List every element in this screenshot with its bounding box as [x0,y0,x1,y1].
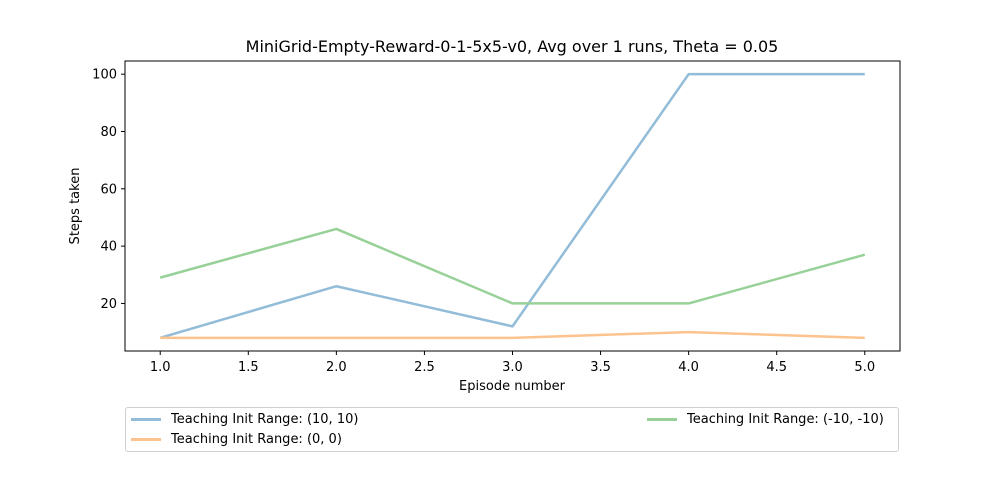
y-axis-label: Steps taken [68,168,83,245]
series-line-1 [159,72,865,340]
legend-item-series-3: Teaching Init Range: (-10, -10) [647,412,884,427]
x-tick-label: 2.0 [326,360,347,375]
y-tick-label: 60 [100,182,117,197]
plot-frame [124,60,901,352]
chart-title: MiniGrid-Empty-Reward-0-1-5x5-v0, Avg ov… [246,37,779,56]
legend-swatch-series-1 [131,418,161,421]
x-tick-label: 4.5 [766,360,787,375]
legend-label-series-2: Teaching Init Range: (0, 0) [171,432,342,447]
legend-swatch-series-2 [131,438,161,441]
x-tick-label: 3.5 [590,360,611,375]
x-axis-label: Episode number [459,379,566,394]
x-tick-label: 5.0 [854,360,875,375]
x-tick-label: 2.5 [414,360,435,375]
series-line-3 [159,227,866,305]
y-tick-label: 80 [100,125,117,140]
legend-item-series-2: Teaching Init Range: (0, 0) [131,432,342,447]
legend-swatch-series-3 [647,418,677,421]
x-tick-label: 3.0 [502,360,523,375]
x-tick-label: 4.0 [678,360,699,375]
legend-label-series-3: Teaching Init Range: (-10, -10) [687,412,884,427]
legend-label-series-1: Teaching Init Range: (10, 10) [171,412,359,427]
legend: Teaching Init Range: (10, 10) Teaching I… [125,407,899,452]
y-tick-label: 100 [92,68,117,83]
x-tick-label: 1.5 [238,360,259,375]
y-tick-label: 40 [100,240,117,255]
y-tick-label: 20 [100,297,117,312]
series-line-2 [160,330,865,340]
legend-item-series-1: Teaching Init Range: (10, 10) [131,412,358,427]
x-tick-label: 1.0 [150,360,171,375]
